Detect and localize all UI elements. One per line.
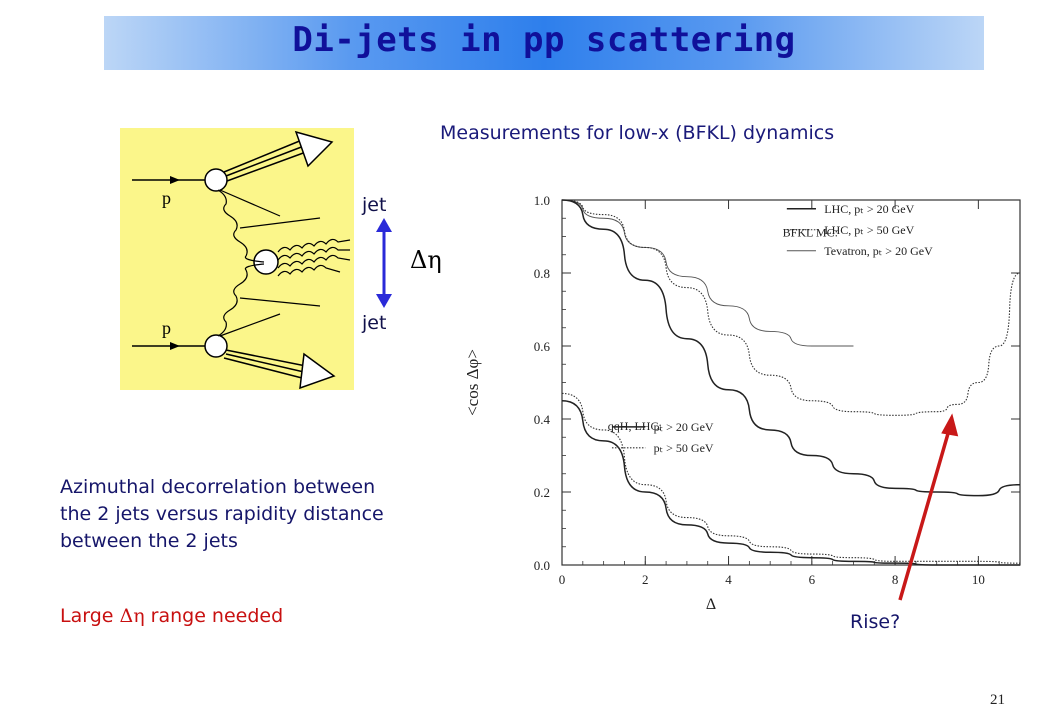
range-note: Large Δη range needed: [60, 605, 283, 627]
series-line: [561, 199, 1021, 416]
plot-frame: [561, 199, 1021, 566]
x-tick-label: 6: [809, 572, 816, 587]
description-text: Azimuthal decorrelation between the 2 je…: [60, 474, 500, 555]
x-tick-label: 8: [892, 572, 899, 587]
description-line: between the 2 jets: [60, 530, 238, 552]
feynman-diagram: p p: [120, 128, 354, 390]
y-tick-label: 0.0: [534, 558, 550, 573]
jet-arrow-bottom: [299, 352, 336, 390]
range-note-part: Large: [60, 605, 120, 627]
x-tick-label: 10: [972, 572, 985, 587]
page-number: 21: [990, 692, 1005, 708]
chart-heading: Measurements for low-x (BFKL) dynamics: [440, 122, 835, 144]
title-bar: Di-jets in pp scattering: [104, 16, 984, 70]
y-tick-label: 1.0: [534, 193, 550, 208]
rise-arrow: [898, 428, 951, 601]
arrow-icon: [170, 176, 180, 184]
y-tick-label: 0.4: [534, 412, 551, 427]
legend-entry: Tevatron, pₜ > 20 GeV: [824, 244, 933, 258]
legend-heading: BFKL MC:: [783, 226, 838, 240]
series-line: [561, 392, 1021, 564]
slide-title: Di-jets in pp scattering: [292, 20, 796, 60]
range-note-part: range needed: [144, 605, 284, 627]
gluon-line-top: [217, 189, 265, 263]
legend-heading: qqH, LHC:: [608, 419, 662, 433]
legend-entry: LHC, pₜ > 20 GeV: [824, 202, 914, 216]
rise-label: Rise?: [850, 611, 901, 633]
legend-entry: pₜ > 20 GeV: [654, 420, 714, 434]
feynman-diagram-drawing: p p: [132, 130, 351, 390]
x-tick-label: 2: [642, 572, 649, 587]
range-note-symbol: Δη: [119, 605, 145, 627]
legend-entry: pₜ > 50 GeV: [654, 441, 714, 455]
vertex-top: [204, 168, 228, 192]
arrow-icon: [170, 342, 180, 350]
jet-arrow-top: [294, 130, 334, 168]
y-tick-label: 0.2: [534, 485, 550, 500]
delta-eta-label: Δη: [410, 246, 442, 274]
jet-label-top: jet: [362, 194, 387, 216]
x-axis-label: Δ: [706, 596, 716, 613]
vertex-center: [253, 249, 279, 275]
jet-label-bottom: jet: [362, 312, 387, 334]
legend-entry: LHC, pₜ > 50 GeV: [824, 223, 914, 237]
description-line: Azimuthal decorrelation between: [60, 476, 376, 498]
y-axis-label: <cos Δφ>: [463, 349, 482, 416]
gluon-line-bottom: [217, 263, 265, 337]
description-line: the 2 jets versus rapidity distance: [60, 503, 384, 525]
decorrelation-chart: 0 2 4 6 8 10 0.0 0.2 0.4 0.6 0.8 1.0 Δ <cos Δφ> BFKL M…: [450, 180, 1030, 624]
x-tick-label: 4: [725, 572, 732, 587]
x-tick-label: 0: [559, 572, 566, 587]
vertex-bottom: [204, 334, 228, 358]
chart-svg: 0 2 4 6 8 10 0.0 0.2 0.4 0.6 0.8 1.0 Δ <cos Δφ> BFKL M…: [463, 193, 1021, 613]
double-arrow-icon: [376, 218, 392, 308]
proton-label-bottom: p: [162, 318, 171, 338]
series-line: [561, 400, 1020, 566]
y-tick-label: 0.6: [534, 339, 551, 354]
proton-label-top: p: [162, 188, 171, 208]
y-tick-label: 0.8: [534, 266, 550, 281]
arrow-head-icon: [941, 413, 959, 437]
series-line: [561, 199, 854, 347]
series-line: [561, 199, 1021, 497]
